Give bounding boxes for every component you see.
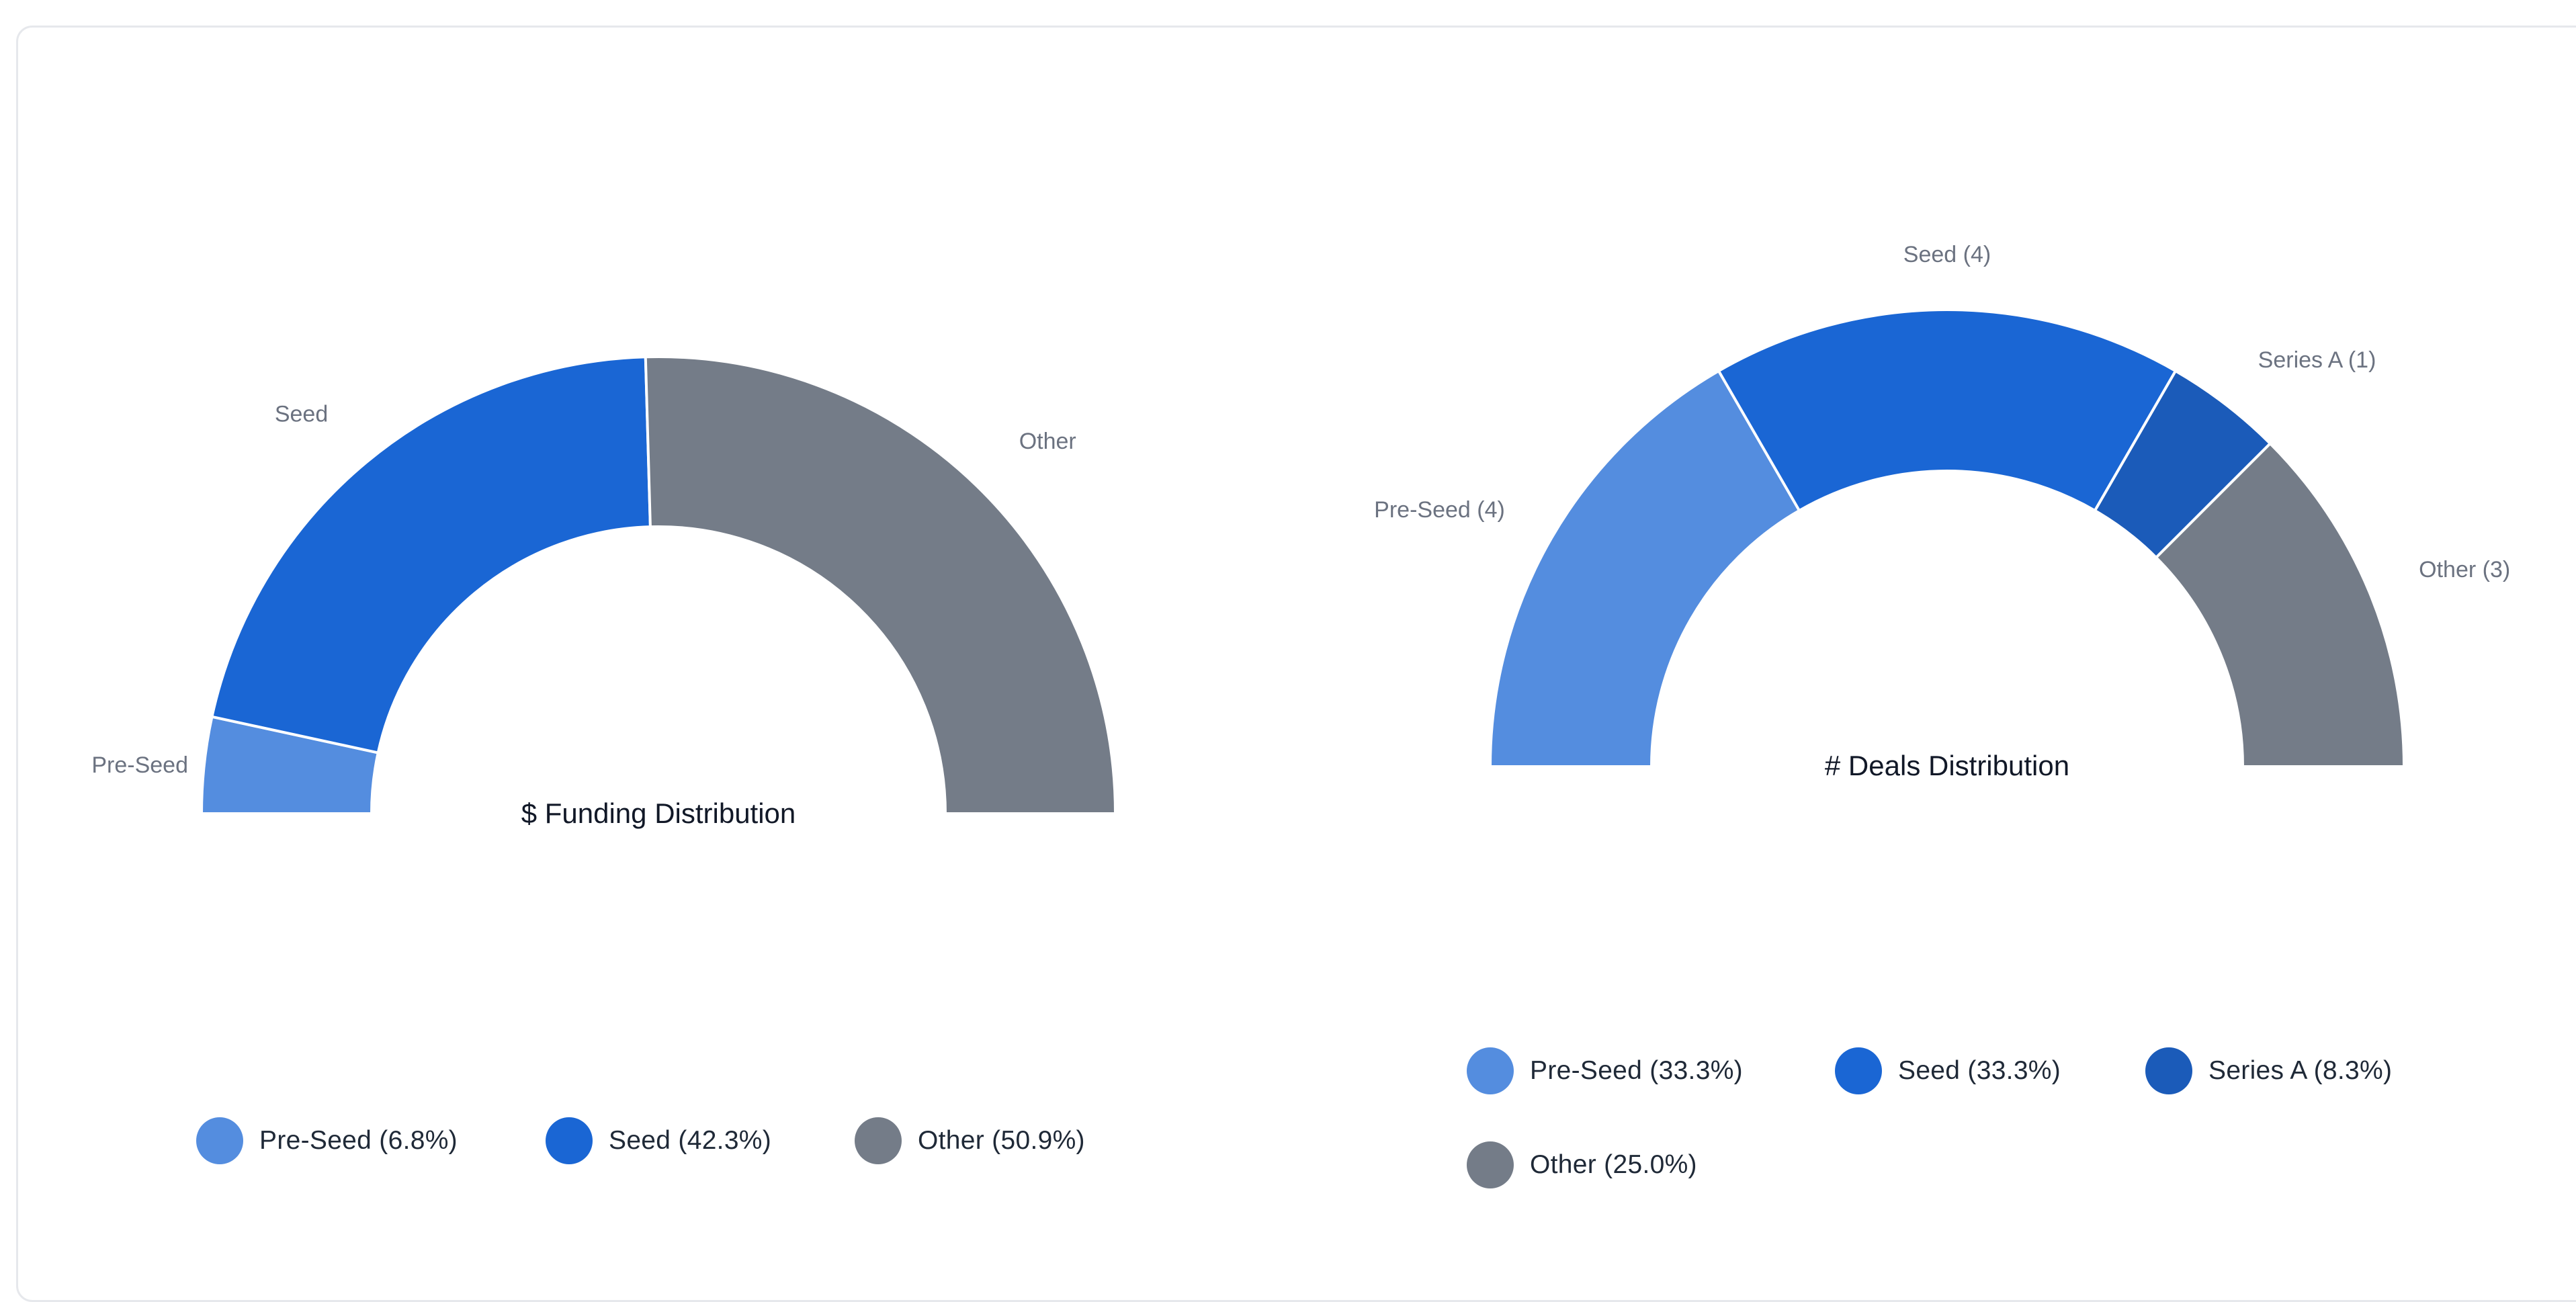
legend-swatch: [1467, 1141, 1514, 1188]
slice-label-pre-seed: Pre-Seed: [91, 752, 188, 778]
slice-label-other: Other (3): [2419, 557, 2510, 582]
funding-distribution-chart: Pre-Seed Seed Other $ Funding Distribution: [91, 355, 1117, 829]
legend-swatch: [1835, 1047, 1882, 1094]
legend-label: Seed (33.3%): [1898, 1056, 2061, 1085]
legend-item-other[interactable]: Other (50.9%): [855, 1117, 1085, 1164]
slice-other[interactable]: [644, 355, 1117, 815]
slice-label-series-a: Series A (1): [2258, 347, 2376, 373]
legend-item-pre-seed[interactable]: Pre-Seed (33.3%): [1467, 1047, 1743, 1094]
legend-label: Pre-Seed (6.8%): [259, 1126, 458, 1155]
slice-seed[interactable]: [210, 355, 652, 754]
chart-title: $ Funding Distribution: [521, 797, 796, 829]
slice-seed[interactable]: [1717, 308, 2178, 513]
legend-item-pre-seed[interactable]: Pre-Seed (6.8%): [196, 1117, 458, 1164]
slice-label-seed: Seed: [275, 401, 328, 427]
legend-label: Series A (8.3%): [2208, 1056, 2393, 1085]
legend-swatch: [855, 1117, 902, 1164]
legend-label: Other (50.9%): [918, 1126, 1085, 1155]
slice-label-other: Other: [1019, 429, 1076, 454]
chart-card: [16, 26, 2576, 1302]
legend-swatch: [2145, 1047, 2192, 1094]
deals-distribution-chart: Pre-Seed (4) Seed (4) Series A (1) Other (3…: [1374, 242, 2510, 781]
legend-item-series-a[interactable]: Series A (8.3%): [2145, 1047, 2392, 1094]
legend-label: Seed (42.3%): [609, 1126, 772, 1155]
slice-label-seed: Seed (4): [1903, 242, 1991, 267]
legend-label: Other (25.0%): [1530, 1150, 1697, 1179]
legend-item-other[interactable]: Other (25.0%): [1467, 1141, 1697, 1188]
legend-item-seed[interactable]: Seed (33.3%): [1835, 1047, 2061, 1094]
legend-item-seed[interactable]: Seed (42.3%): [546, 1117, 771, 1164]
legend-swatch: [546, 1117, 593, 1164]
slice-other[interactable]: [2154, 441, 2406, 768]
legend-swatch: [196, 1117, 243, 1164]
slice-pre-seed[interactable]: [1488, 369, 1801, 768]
legend-label: Pre-Seed (33.3%): [1530, 1056, 1743, 1085]
legend-swatch: [1467, 1047, 1514, 1094]
chart-title: # Deals Distribution: [1825, 750, 2069, 781]
slice-label-pre-seed: Pre-Seed (4): [1374, 497, 1505, 523]
